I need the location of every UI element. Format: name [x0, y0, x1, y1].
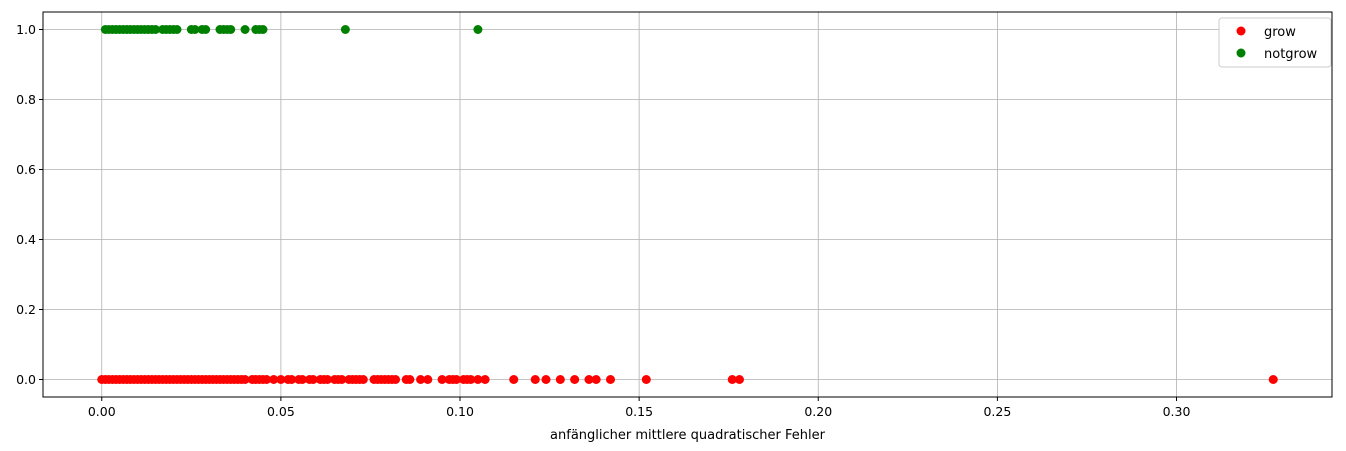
point-notgrow: [258, 25, 268, 34]
point-grow: [405, 375, 415, 384]
point-notgrow: [340, 25, 350, 34]
point-notgrow: [190, 25, 200, 34]
point-notgrow: [473, 25, 483, 34]
point-notgrow: [240, 25, 250, 34]
point-grow: [727, 375, 737, 384]
point-grow: [337, 375, 347, 384]
data-points: [97, 25, 1278, 384]
point-grow: [555, 375, 565, 384]
point-grow: [466, 375, 476, 384]
legend-box: [1218, 17, 1332, 68]
plot-frame: [42, 11, 1333, 398]
point-grow: [276, 375, 286, 384]
point-grow: [423, 375, 433, 384]
point-grow: [641, 375, 651, 384]
point-grow: [734, 375, 744, 384]
point-notgrow: [172, 25, 182, 34]
point-grow: [473, 375, 483, 384]
legend-marker-grow: [1236, 26, 1246, 36]
point-grow: [287, 375, 297, 384]
point-notgrow: [150, 25, 160, 34]
point-grow: [584, 375, 594, 384]
x-tick-label: 0.25: [983, 404, 1011, 419]
point-grow: [480, 375, 490, 384]
x-axis-ticks: 0.00 0.05 0.10 0.15 0.20 0.25 0.30: [88, 397, 1191, 419]
legend-label-grow: grow: [1264, 25, 1296, 40]
point-grow: [240, 375, 250, 384]
point-grow: [391, 375, 401, 384]
y-tick-label: 0.8: [16, 92, 36, 107]
point-grow: [591, 375, 601, 384]
x-tick-label: 0.20: [804, 404, 832, 419]
point-grow: [570, 375, 580, 384]
point-grow: [541, 375, 551, 384]
point-grow: [358, 375, 368, 384]
legend-label-notgrow: notgrow: [1264, 47, 1318, 62]
point-grow: [530, 375, 540, 384]
x-tick-label: 0.30: [1163, 404, 1191, 419]
point-grow: [416, 375, 426, 384]
x-tick-label: 0.15: [625, 404, 653, 419]
point-grow: [269, 375, 279, 384]
point-grow: [322, 375, 332, 384]
x-tick-label: 0.05: [267, 404, 295, 419]
legend: grow notgrow: [1218, 17, 1332, 68]
point-grow: [451, 375, 461, 384]
point-grow: [262, 375, 272, 384]
point-grow: [437, 375, 447, 384]
point-grow: [297, 375, 307, 384]
y-tick-label: 0.4: [16, 232, 36, 247]
x-axis-label: anfänglicher mittlere quadratischer Fehl…: [550, 428, 826, 443]
y-tick-label: 0.2: [16, 302, 36, 317]
y-tick-label: 0.0: [16, 372, 36, 387]
y-axis-ticks: 0.0 0.2 0.4 0.6 0.8 1.0: [16, 22, 43, 387]
y-tick-label: 0.6: [16, 162, 36, 177]
point-notgrow: [226, 25, 236, 34]
point-notgrow: [201, 25, 211, 34]
legend-marker-notgrow: [1236, 48, 1246, 58]
y-tick-label: 1.0: [16, 22, 36, 37]
point-grow: [1268, 375, 1278, 384]
point-grow: [605, 375, 615, 384]
point-grow: [509, 375, 519, 384]
x-tick-label: 0.10: [446, 404, 474, 419]
x-tick-label: 0.00: [88, 404, 116, 419]
point-grow: [308, 375, 318, 384]
